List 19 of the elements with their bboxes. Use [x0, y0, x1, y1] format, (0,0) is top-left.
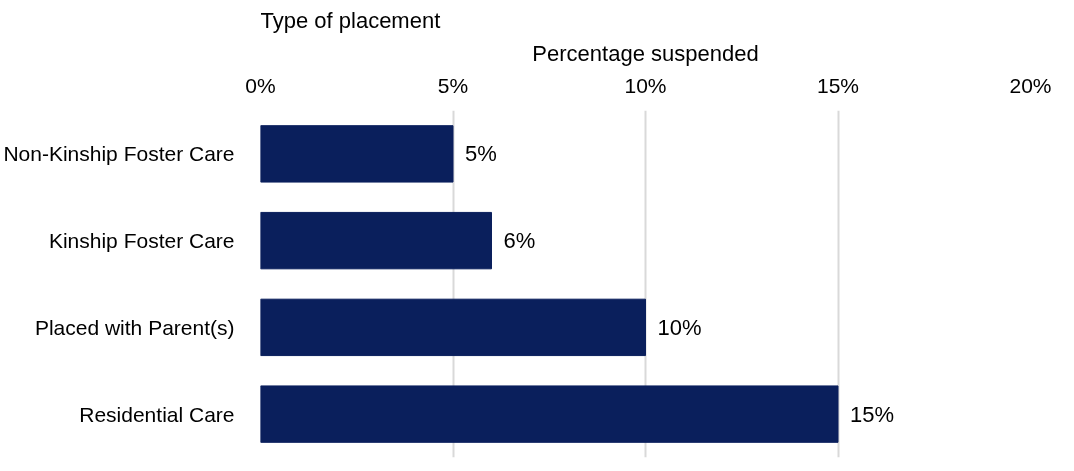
bar: [260, 211, 492, 270]
data-label: 10%: [657, 314, 702, 340]
x-tick-label: 10%: [624, 73, 667, 97]
y-axis-title: Type of placement: [260, 7, 441, 33]
data-label: 5%: [465, 141, 497, 167]
x-axis-title: Percentage suspended: [532, 40, 759, 66]
data-label: 15%: [850, 401, 895, 427]
y-tick-label: Kinship Foster Care: [48, 229, 235, 253]
bar: [260, 298, 646, 357]
bar: [260, 385, 839, 443]
y-tick-label: Non-Kinship Foster Care: [3, 142, 235, 166]
x-tick-label: 15%: [816, 73, 860, 97]
x-tick-label: 0%: [245, 73, 276, 97]
x-tick-label: 20%: [1009, 73, 1052, 97]
bar: [260, 125, 454, 183]
x-tick-label: 5%: [437, 73, 469, 97]
y-tick-label: Placed with Parent(s): [34, 315, 235, 339]
y-tick-label: Residential Care: [79, 402, 235, 426]
data-label: 6%: [503, 228, 536, 254]
